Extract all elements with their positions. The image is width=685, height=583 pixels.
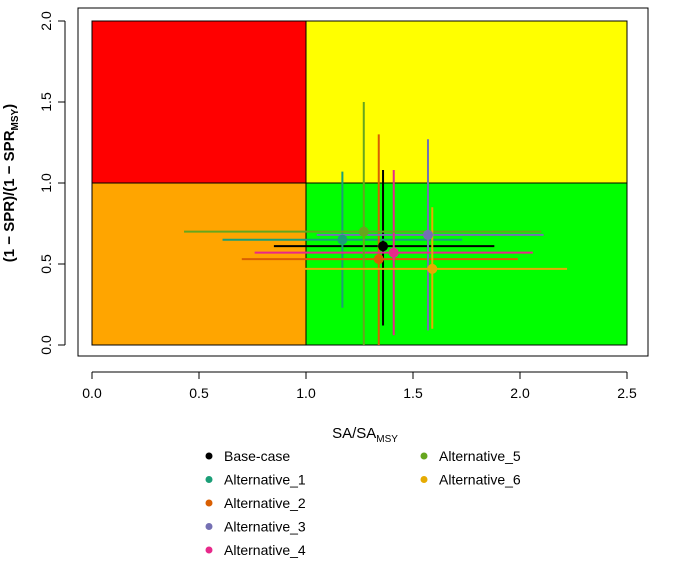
y-axis: 0.0 0.5 1.0 1.5 2.0 [38,11,66,355]
zone-region-3 [305,182,628,346]
legend: Base-case Alternative_1 Alternative_2 Alter… [205,448,521,558]
point-3 [422,229,433,240]
zone-region-0 [91,20,307,184]
x-tick-label-0: 0.0 [82,385,102,401]
legend-marker-5 [420,452,428,460]
point-5 [358,226,369,237]
zone-region-2 [91,182,307,346]
x-axis-label-main: SA/SA [332,425,376,442]
legend-marker-0 [205,452,213,460]
legend-label-2: Alternative_2 [224,495,306,511]
y-axis-label-end: ) [1,104,18,109]
data-points [337,226,438,274]
y-tick-label-0: 0.0 [38,335,54,355]
legend-marker-2 [205,499,213,507]
x-tick-label-1: 0.5 [189,385,209,401]
legend-label-5: Alternative_5 [439,448,521,464]
y-tick-label-4: 2.0 [38,11,54,31]
legend-label-1: Alternative_1 [224,472,306,488]
point-4 [388,247,399,258]
y-tick-label-1: 0.5 [38,254,54,274]
point-1 [337,234,348,245]
y-axis-label-sub: MSY [10,108,21,130]
plot-frame [77,7,649,357]
x-tick-label-2: 1.0 [296,385,316,401]
zone-regions [91,20,628,346]
point-6 [427,263,438,274]
legend-label-6: Alternative_6 [439,472,521,488]
x-axis-label-sub: MSY [376,434,398,445]
x-tick-label-3: 1.5 [403,385,423,401]
y-axis-label: (1 − SPR)/(1 − SPRMSY) [1,104,21,262]
legend-marker-3 [205,523,213,530]
x-tick-label-4: 2.0 [510,385,530,401]
y-tick-label-2: 1.0 [38,173,54,193]
point-0 [378,241,389,252]
legend-marker-4 [205,546,213,554]
legend-label-0: Base-case [224,448,290,464]
y-axis-label-main: (1 − SPR)/(1 − SPR [1,130,18,262]
legend-marker-1 [205,476,213,483]
x-axis: 0.0 0.5 1.0 1.5 2.0 2.5 [82,371,637,401]
legend-marker-6 [420,476,428,483]
legend-label-4: Alternative_4 [224,542,306,558]
zone-region-1 [305,20,628,184]
point-2 [373,254,384,265]
y-tick-label-3: 1.5 [38,92,54,112]
x-tick-label-5: 2.5 [617,385,637,401]
x-axis-label: SA/SAMSY [332,425,398,445]
legend-label-3: Alternative_3 [224,519,306,535]
